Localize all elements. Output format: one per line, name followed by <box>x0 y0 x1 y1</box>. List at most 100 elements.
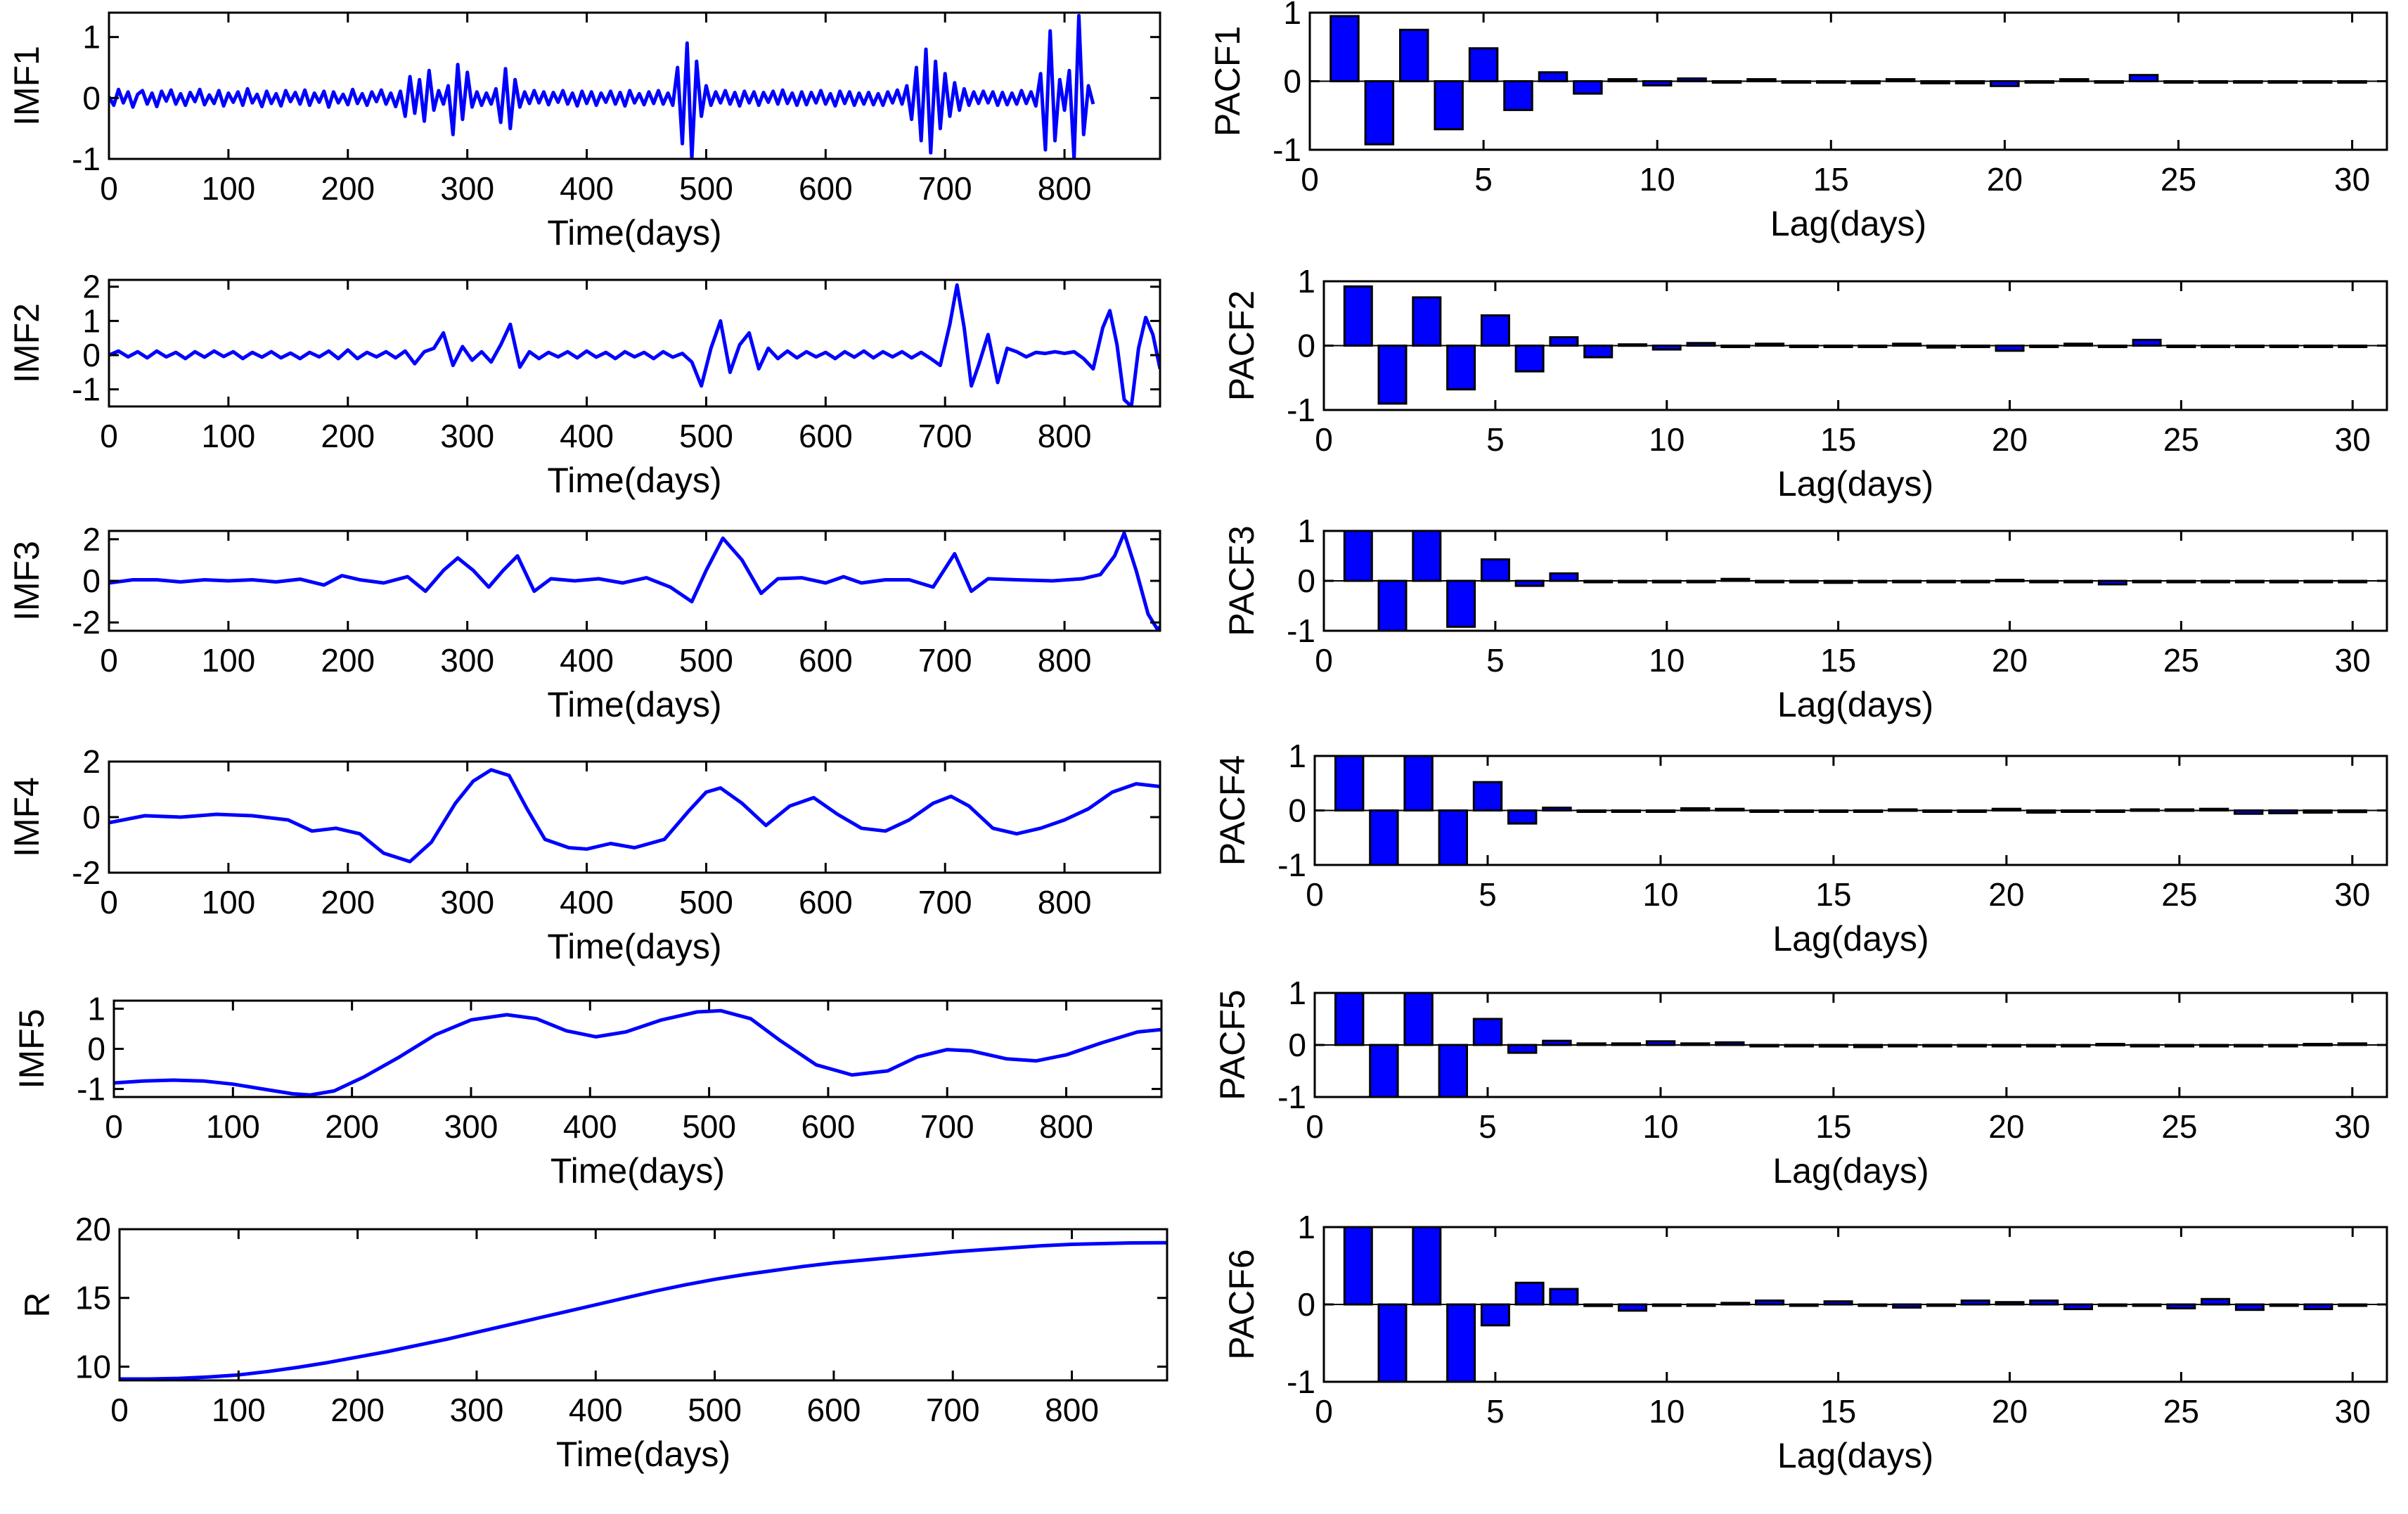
pacf4-xtick-label: 5 <box>1479 876 1497 913</box>
imf5-series-line <box>114 1008 1161 1097</box>
pacf1-bar-lag-13 <box>1746 78 1777 82</box>
pacf6-bar-lag-16 <box>1857 1303 1888 1307</box>
pacf4-bar-lag-30 <box>2337 809 2368 814</box>
pacf3-bar-lag-22 <box>2063 579 2093 584</box>
pacf4-bar-lag-25 <box>2164 808 2195 812</box>
pacf5-xtick-label: 20 <box>1988 1108 2024 1145</box>
pacf3-bar-lag-24 <box>2132 579 2162 584</box>
pacf2-bar-lag-11 <box>1686 342 1716 347</box>
pacf3-bar-lag-7 <box>1549 572 1579 582</box>
imf4-xtick-label: 300 <box>440 884 494 920</box>
pacf1-bar-lag-20 <box>1990 80 2020 87</box>
r-ytick-label: 15 <box>75 1280 111 1316</box>
pacf6-bar-lag-1 <box>1343 1227 1373 1306</box>
pacf4-bar-lag-12 <box>1715 807 1745 811</box>
pacf3-xlabel: Lag(days) <box>1777 685 1933 724</box>
pacf2-bar-lag-16 <box>1857 345 1888 348</box>
pacf5-bar-lag-8 <box>1576 1042 1607 1046</box>
imf4-xlabel: Time(days) <box>547 927 721 966</box>
r-xtick-label: 400 <box>569 1392 623 1428</box>
pacf1-bar-lag-24 <box>2128 74 2159 82</box>
pacf6-bar-lag-2 <box>1377 1303 1408 1382</box>
pacf2-bar-lag-24 <box>2132 338 2162 347</box>
pacf5-xtick-label: 10 <box>1642 1108 1678 1145</box>
imf5-xtick-label: 800 <box>1039 1108 1093 1145</box>
pacf2-ytick-label: 0 <box>1297 328 1315 364</box>
pacf6-bar-lag-26 <box>2201 1297 2231 1306</box>
pacf4-bar-lag-8 <box>1576 809 1607 813</box>
pacf5-bar-lag-5 <box>1472 1018 1503 1046</box>
pacf4-xtick-label: 25 <box>2161 876 2197 913</box>
pacf4-ylabel: PACF4 <box>1213 755 1252 866</box>
pacf5-bar-lag-11 <box>1680 1042 1711 1046</box>
pacf5-bar-lag-1 <box>1334 993 1365 1046</box>
pacf2-xtick-label: 20 <box>1992 421 2028 458</box>
pacf1-bar-lag-12 <box>1711 80 1742 84</box>
r-ytick-label: 20 <box>75 1211 111 1247</box>
pacf5-bar-lag-18 <box>1922 1044 1952 1048</box>
pacf6-bar-lag-7 <box>1549 1288 1579 1306</box>
pacf1-xlabel: Lag(days) <box>1770 204 1926 243</box>
pacf2-bar-lag-5 <box>1480 314 1510 347</box>
pacf5-ytick-label: -1 <box>1277 1079 1306 1115</box>
pacf6-bar-lag-25 <box>2166 1303 2196 1309</box>
imf2-xtick-label: 100 <box>202 418 256 454</box>
pacf2-bar-lag-22 <box>2063 342 2093 347</box>
imf5-ytick-label: -1 <box>77 1071 105 1108</box>
pacf2-xtick-label: 5 <box>1486 421 1505 458</box>
pacf3-bar-lag-23 <box>2097 579 2127 586</box>
pacf3-bar-lag-5 <box>1480 558 1510 582</box>
pacf4-bar-lag-11 <box>1680 807 1711 812</box>
pacf3-ytick-label: -1 <box>1287 612 1315 649</box>
pacf3-bar-lag-20 <box>1995 579 2025 583</box>
panel-imf3: 0 100 200 300 400 500 600 700 800-202Time(days)I… <box>7 521 1161 724</box>
pacf1-xtick-label: 5 <box>1474 161 1493 198</box>
pacf1-bar-lag-4 <box>1434 80 1464 131</box>
pacf1-xtick-label: 10 <box>1640 161 1675 198</box>
r-axes-frame <box>118 1228 1168 1382</box>
pacf1-bar-lag-15 <box>1816 80 1846 84</box>
pacf4-xtick-label: 20 <box>1988 876 2024 913</box>
imf2-ytick-label: 0 <box>82 337 101 373</box>
pacf4-bar-lag-5 <box>1472 781 1503 811</box>
imf3-ylabel: IMF3 <box>7 541 46 621</box>
imf2-ytick-label: 2 <box>82 269 101 305</box>
pacf4-bar-lag-15 <box>1818 809 1849 813</box>
pacf4-bar-lag-6 <box>1507 809 1538 825</box>
imf2-xtick-label: 800 <box>1038 418 1092 454</box>
pacf4-xtick-label: 30 <box>2334 876 2370 913</box>
pacf2-xtick-label: 25 <box>2163 421 2199 458</box>
pacf1-bar-lag-11 <box>1677 77 1707 82</box>
pacf1-bar-lag-10 <box>1642 80 1673 86</box>
imf3-xtick-label: 800 <box>1038 642 1092 679</box>
imf4-xtick-label: 500 <box>679 884 733 920</box>
pacf4-ytick-label: -1 <box>1277 847 1306 883</box>
imf3-xtick-label: 300 <box>440 642 494 679</box>
pacf5-bar-lag-7 <box>1542 1039 1572 1046</box>
imf4-ytick-label: 0 <box>82 799 101 835</box>
pacf6-bar-lag-27 <box>2234 1303 2265 1311</box>
r-xlabel: Time(days) <box>556 1435 730 1474</box>
pacf2-bar-lag-6 <box>1514 345 1545 373</box>
pacf3-bar-lag-2 <box>1377 579 1408 631</box>
imf1-xtick-label: 600 <box>799 170 853 207</box>
imf2-xtick-label: 0 <box>100 418 118 454</box>
pacf6-ylabel: PACF6 <box>1222 1249 1261 1359</box>
imf3-xtick-label: 100 <box>202 642 256 679</box>
imf2-ytick-label: -1 <box>72 371 101 408</box>
imf2-xtick-label: 200 <box>321 418 375 454</box>
pacf6-bar-lag-28 <box>2269 1303 2299 1307</box>
imf3-xtick-label: 600 <box>799 642 853 679</box>
pacf6-bar-lag-23 <box>2097 1303 2127 1307</box>
pacf3-bar-lag-15 <box>1823 579 1853 584</box>
pacf5-bar-lag-24 <box>2130 1044 2160 1048</box>
pacf2-bar-lag-19 <box>1960 345 1990 348</box>
pacf6-bar-lag-15 <box>1823 1300 1853 1306</box>
pacf3-xtick-label: 20 <box>1992 642 2028 679</box>
pacf5-bar-lag-29 <box>2303 1043 2333 1046</box>
pacf5-ylabel: PACF5 <box>1213 989 1252 1100</box>
pacf4-bar-lag-28 <box>2268 809 2298 814</box>
pacf3-bar-lag-27 <box>2234 579 2265 584</box>
pacf5-bar-lag-28 <box>2268 1044 2298 1048</box>
